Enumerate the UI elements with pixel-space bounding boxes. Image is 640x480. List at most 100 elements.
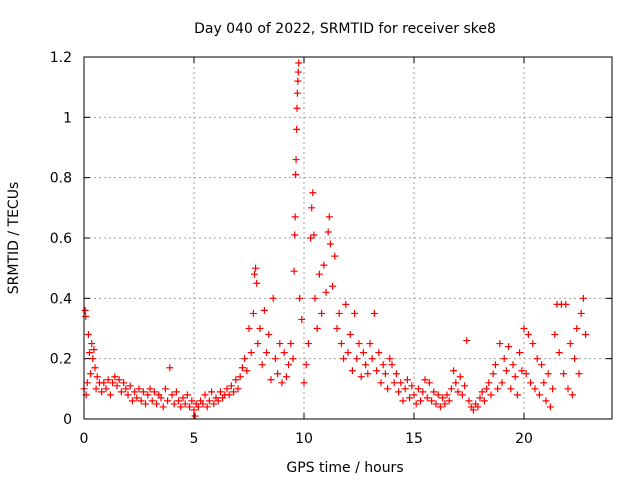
data-point — [88, 340, 96, 348]
data-point — [507, 385, 515, 393]
data-point — [461, 382, 469, 390]
data-point — [412, 400, 420, 408]
data-point — [223, 385, 231, 393]
data-point — [93, 373, 101, 381]
data-point — [331, 252, 339, 260]
data-point — [445, 397, 453, 405]
data-point — [113, 382, 121, 390]
data-point — [344, 349, 352, 357]
data-point — [232, 376, 240, 384]
data-point — [89, 355, 97, 363]
data-point — [256, 325, 264, 332]
data-point — [199, 400, 207, 408]
data-point — [188, 397, 196, 405]
data-point — [348, 367, 356, 375]
y-tick-label: 1.2 — [50, 50, 72, 66]
data-point — [282, 373, 290, 381]
data-point — [243, 367, 251, 375]
y-tick-label: 0.8 — [50, 171, 72, 187]
data-point — [276, 340, 284, 348]
data-point — [452, 379, 460, 387]
data-point — [194, 403, 202, 411]
data-point — [434, 391, 442, 399]
data-point — [83, 379, 91, 387]
data-point — [491, 361, 499, 369]
data-point — [109, 379, 117, 387]
data-point — [351, 309, 359, 317]
data-point — [161, 385, 169, 393]
data-point — [531, 385, 539, 393]
data-point — [265, 331, 273, 339]
data-point — [340, 355, 348, 363]
y-tick-label: 0 — [63, 412, 72, 428]
data-point — [150, 388, 158, 396]
data-point — [458, 391, 466, 399]
data-point — [421, 376, 429, 384]
data-point — [439, 394, 447, 402]
data-point — [342, 300, 350, 308]
data-point — [92, 385, 100, 393]
data-point — [296, 294, 304, 302]
data-point — [524, 331, 532, 339]
data-point — [201, 391, 209, 399]
data-point — [551, 331, 559, 339]
data-point — [370, 309, 378, 317]
y-tick-label: 0.4 — [50, 291, 72, 307]
data-point — [469, 406, 477, 414]
data-point — [494, 385, 502, 393]
data-point — [214, 397, 222, 405]
data-point — [513, 391, 521, 399]
data-point — [111, 373, 119, 381]
data-point — [564, 385, 572, 393]
data-point — [292, 171, 300, 179]
data-point — [392, 370, 400, 378]
x-axis-label: GPS time / hours — [286, 460, 403, 476]
data-point — [274, 370, 282, 378]
data-point — [388, 361, 396, 369]
data-point — [375, 349, 383, 357]
data-point — [159, 403, 167, 411]
data-point — [120, 379, 128, 387]
data-point — [253, 279, 261, 287]
data-point — [527, 379, 535, 387]
data-point — [333, 325, 341, 332]
data-point — [124, 391, 132, 399]
data-point — [555, 349, 563, 357]
data-point — [98, 388, 106, 396]
data-point — [540, 379, 548, 387]
data-point — [463, 337, 471, 345]
data-point — [483, 385, 491, 393]
data-point — [216, 388, 224, 396]
data-point — [485, 379, 493, 387]
data-point — [577, 309, 585, 317]
data-point — [148, 397, 156, 405]
data-point — [104, 376, 112, 384]
data-point — [403, 376, 411, 384]
data-point — [298, 315, 306, 323]
data-point — [245, 325, 253, 332]
data-point — [384, 385, 392, 393]
data-point — [183, 391, 191, 399]
data-point — [573, 325, 581, 332]
data-point — [287, 340, 295, 348]
data-point — [302, 361, 310, 369]
data-point — [489, 370, 497, 378]
data-point — [417, 397, 425, 405]
data-point — [190, 406, 198, 414]
data-point — [410, 391, 418, 399]
data-point — [326, 240, 334, 248]
data-point — [381, 370, 389, 378]
data-point — [571, 355, 579, 363]
data-point — [142, 400, 150, 408]
data-point — [511, 373, 519, 381]
data-point — [172, 388, 180, 396]
data-point — [278, 379, 286, 387]
data-point — [100, 379, 108, 387]
data-point — [230, 388, 238, 396]
data-point — [186, 403, 194, 411]
data-point — [252, 264, 260, 272]
data-point — [529, 340, 537, 348]
data-point — [267, 376, 275, 384]
data-point — [579, 294, 587, 302]
data-point — [146, 385, 154, 393]
